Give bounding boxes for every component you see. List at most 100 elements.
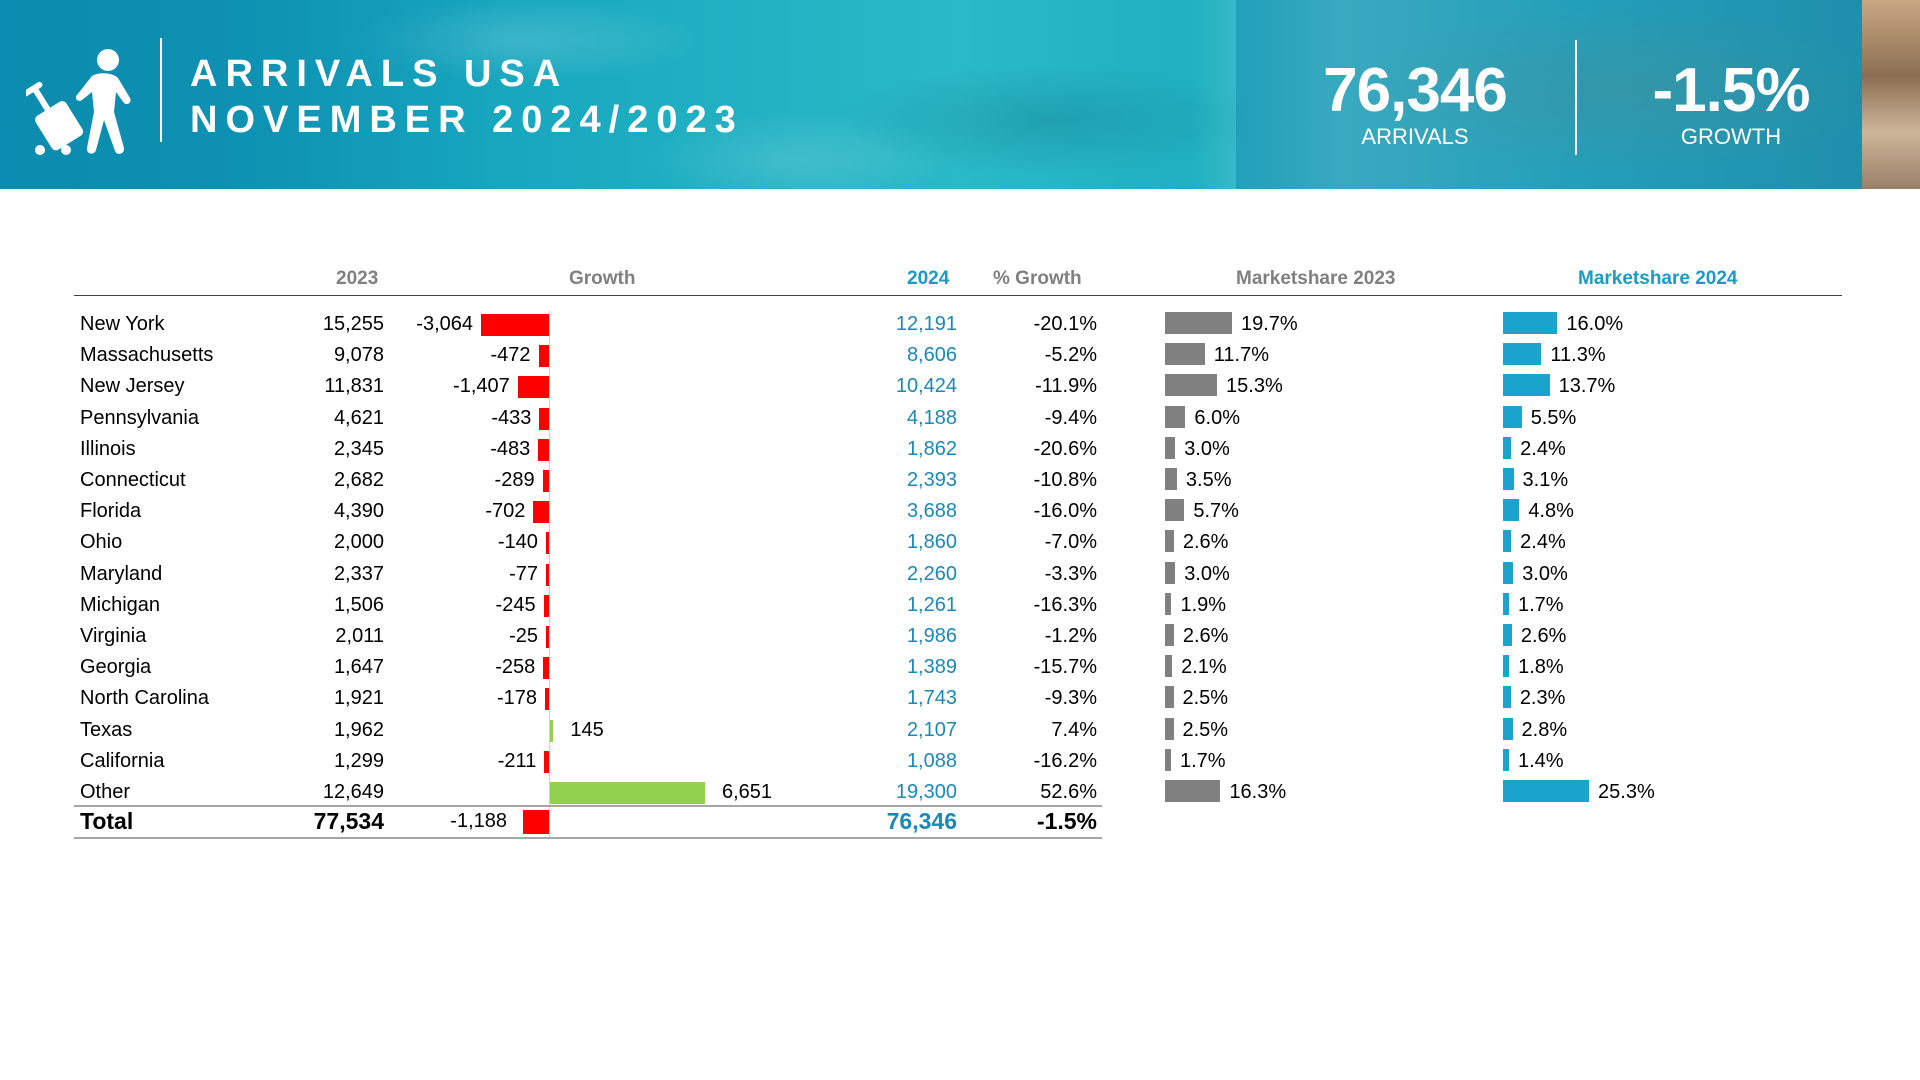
pct-growth: -20.6%: [1033, 437, 1097, 460]
table-row: Illinois 2,345 1,862 -20.6% -483 3.0% 2.4%: [0, 434, 1920, 465]
kpi-arrivals-label: ARRIVALS: [1361, 124, 1469, 149]
value-2024: 12,191: [895, 313, 957, 335]
marketshare-2023-label: 6.0%: [1194, 406, 1240, 429]
total-growth-label: -1,188: [450, 810, 507, 832]
total-rule-top: [74, 805, 1102, 807]
value-2024: 2,393: [906, 469, 957, 491]
growth-label: -77: [509, 562, 538, 585]
state-name: Georgia: [80, 656, 152, 679]
pct-growth: -11.9%: [1035, 375, 1097, 398]
growth-label: 145: [570, 718, 604, 741]
total-2024: 76,346: [886, 808, 957, 834]
pct-growth: -16.3%: [1033, 593, 1097, 616]
marketshare-2023-bar: [1165, 655, 1173, 678]
growth-label: -289: [494, 469, 535, 491]
col-header-marketshare-2024: Marketshare 2024: [1578, 268, 1738, 289]
kpi-growth: -1.5% GROWTH: [1616, 58, 1846, 150]
growth-label: -140: [497, 531, 538, 554]
growth-bar: [550, 782, 705, 804]
marketshare-2023-bar: [1165, 468, 1177, 490]
value-2024: 1,860: [906, 531, 957, 554]
kpi-arrivals: 76,346 ARRIVALS: [1300, 58, 1530, 150]
state-name: Ohio: [80, 531, 123, 554]
marketshare-2023-bar: [1165, 780, 1221, 802]
state-name: Texas: [80, 718, 133, 741]
value-2023: 2,345: [333, 437, 384, 460]
pct-growth: 52.6%: [1040, 781, 1097, 803]
growth-bar: [544, 750, 549, 773]
table-row: Pennsylvania 4,621 4,188 -9.4% -433 6.0% 5.5%: [0, 403, 1920, 434]
marketshare-2024-label: 2.8%: [1521, 718, 1568, 741]
value-2024: 8,606: [906, 344, 957, 367]
value-2023: 9,078: [333, 344, 384, 367]
table-row: North Carolina 1,921 1,743 -9.3% -178 2.5% 2.3…: [0, 683, 1920, 714]
growth-label: -472: [490, 344, 531, 367]
pct-growth: -20.1%: [1033, 313, 1097, 335]
pct-growth: -9.3%: [1044, 687, 1097, 710]
growth-bar: [481, 314, 549, 336]
state-name: Connecticut: [80, 469, 186, 491]
marketshare-2023-label: 2.1%: [1181, 656, 1227, 679]
marketshare-2023-label: 3.0%: [1184, 437, 1230, 460]
marketshare-2024-bar: [1503, 499, 1520, 522]
growth-bar: [539, 407, 549, 430]
growth-bar: [546, 626, 549, 648]
marketshare-2023-label: 3.0%: [1184, 562, 1230, 585]
marketshare-2024-label: 16.0%: [1566, 313, 1624, 335]
table-row: Florida 4,390 3,688 -16.0% -702 5.7% 4.8%: [0, 496, 1920, 527]
marketshare-2024-label: 11.3%: [1550, 344, 1606, 367]
page-title: ARRIVALS USA: [190, 53, 569, 95]
table-row: Virginia 2,011 1,986 -1.2% -25 2.6% 2.6%: [0, 621, 1920, 652]
value-2023: 1,506: [333, 593, 384, 616]
marketshare-2024-label: 2.6%: [1520, 625, 1567, 647]
value-2024: 10,424: [895, 375, 957, 398]
table-row: Georgia 1,647 1,389 -15.7% -258 2.1% 1.8%: [0, 652, 1920, 683]
marketshare-2024-label: 4.8%: [1528, 500, 1574, 523]
value-2023: 2,682: [333, 469, 384, 491]
table-row: Maryland 2,337 2,260 -3.3% -77 3.0% 3.0%: [0, 559, 1920, 590]
marketshare-2024-label: 1.7%: [1518, 593, 1564, 616]
state-name: New Jersey: [80, 375, 185, 398]
table-row: Ohio 2,000 1,860 -7.0% -140 2.6% 2.4%: [0, 527, 1920, 558]
marketshare-2024-label: 2.4%: [1520, 531, 1566, 554]
growth-bar: [517, 376, 549, 399]
col-header-2024: 2024: [907, 268, 950, 289]
value-2023: 2,011: [335, 625, 384, 647]
table-row: Connecticut 2,682 2,393 -10.8% -289 3.5% 3.1%: [0, 465, 1920, 496]
col-header-pct-growth: % Growth: [993, 268, 1082, 289]
marketshare-2024-label: 1.8%: [1518, 656, 1564, 679]
growth-label: -211: [497, 749, 537, 772]
marketshare-2024-bar: [1503, 717, 1513, 740]
value-2024: 2,260: [906, 562, 957, 585]
marketshare-2024-bar: [1503, 748, 1509, 771]
marketshare-2023-bar: [1165, 561, 1176, 584]
marketshare-2024-bar: [1503, 655, 1510, 678]
marketshare-2023-label: 2.5%: [1182, 687, 1229, 710]
marketshare-2023-label: 1.9%: [1180, 593, 1227, 616]
marketshare-2024-bar: [1503, 686, 1511, 709]
state-name: Other: [80, 781, 131, 803]
value-2024: 1,389: [906, 656, 957, 679]
value-2024: 4,188: [906, 406, 957, 429]
value-2023: 1,921: [333, 687, 384, 710]
col-header-2023: 2023: [336, 268, 379, 289]
growth-label: -25: [509, 625, 538, 647]
growth-bar: [543, 657, 549, 680]
growth-bar: [545, 688, 549, 711]
marketshare-2023-bar: [1165, 405, 1186, 428]
table-row: Massachusetts 9,078 8,606 -5.2% -472 11.7% 11.…: [0, 340, 1920, 371]
marketshare-2023-label: 2.6%: [1182, 625, 1229, 647]
marketshare-2023-bar: [1165, 436, 1176, 459]
growth-label: 6,651: [722, 781, 773, 803]
value-2023: 15,255: [322, 313, 384, 335]
marketshare-2023-label: 15.3%: [1226, 375, 1283, 398]
kpi-panel: [1236, 0, 1862, 189]
marketshare-2024-bar: [1503, 561, 1514, 584]
marketshare-2023-bar: [1165, 686, 1174, 709]
marketshare-2024-bar: [1503, 343, 1542, 366]
total-row: Total 77,534 -1,188 76,346 -1.5%: [0, 806, 1920, 837]
pct-growth: -15.7%: [1033, 656, 1097, 679]
growth-bar: [545, 532, 549, 555]
value-2024: 1,986: [906, 625, 957, 647]
pct-growth: -1.2%: [1044, 625, 1097, 647]
